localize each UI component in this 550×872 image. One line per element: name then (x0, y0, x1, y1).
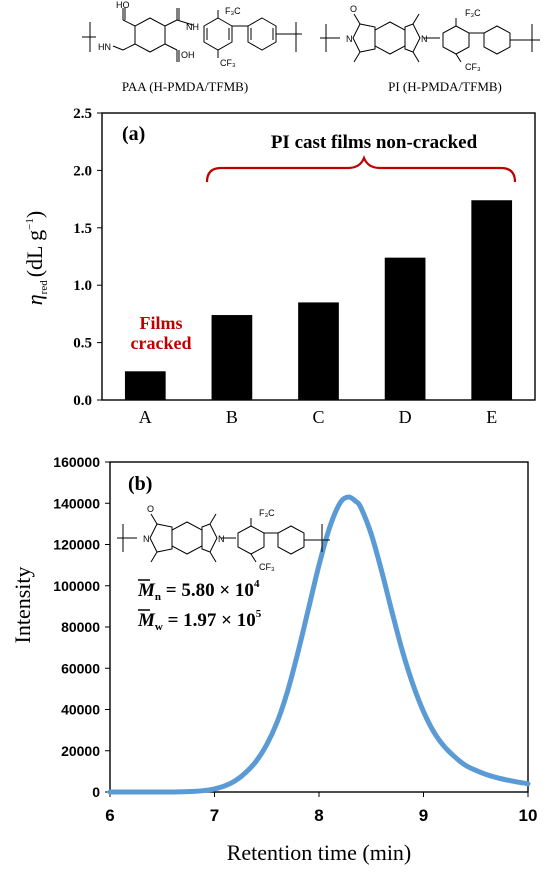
line-chart-y-tick-label: 140000 (53, 495, 100, 511)
line-chart-y-tick-label: 20000 (61, 743, 100, 759)
inset-pi-structure (117, 513, 330, 563)
line-chart-x-tick-label: 7 (210, 806, 219, 825)
bar-A (124, 371, 166, 400)
bar-chart-x-tick-label: A (139, 407, 152, 427)
films-cracked-line1: Films (140, 313, 183, 333)
bar-chart-y-label: ηred (dL g−1) (22, 211, 50, 305)
inset-cf3-top: F₃C (259, 508, 275, 518)
line-chart-x-tick-label: 6 (105, 806, 114, 825)
paa-caption: PAA (H-PMDA/TFMB) (122, 79, 248, 94)
line-chart-y-tick-label: 60000 (61, 660, 100, 676)
mn-subscript: n (155, 591, 161, 603)
films-cracked-line2: cracked (131, 333, 192, 353)
panel-b-label: (b) (128, 473, 152, 495)
paa-oh-atom: OH (181, 50, 195, 60)
line-chart-y-tick-label: 100000 (53, 578, 100, 594)
bar-chart-panel: 0.0 0.5 1.0 1.5 2.0 2.5 A B C D E (a) ηred (dL g−1… (22, 106, 536, 427)
paa-ho-atom: HO (116, 0, 130, 10)
bar-chart-y-tick-label: 0.5 (73, 336, 92, 352)
line-chart-y-tick-label: 40000 (61, 702, 100, 718)
bar-D (384, 257, 426, 400)
mn-exponent: 4 (254, 578, 260, 590)
mw-annotation: Mw = 1.97 × 105 (137, 608, 262, 633)
line-chart-y-tick-label: 160000 (53, 454, 100, 470)
y-label-eta: η (22, 294, 47, 305)
y-label-sup: −1 (24, 218, 36, 230)
mw-exponent: 5 (256, 608, 262, 620)
bar-chart-x-ticks: A B C D E (139, 407, 497, 427)
y-label-units: (dL g (22, 230, 47, 277)
bar-B (211, 315, 253, 400)
line-chart-y-tick-label: 120000 (53, 537, 100, 553)
bar-chart-y-tick-label: 1.0 (73, 278, 92, 294)
pi-n-left: N (346, 34, 353, 44)
line-chart-x-tick-label: 9 (419, 806, 428, 825)
bar-chart-x-tick-label: C (312, 407, 324, 427)
paa-cf3-bottom: CF₃ (220, 58, 236, 68)
bar-chart-y-tick-label: 1.5 (73, 221, 92, 237)
line-chart-panel: 0 20000 40000 60000 80000 100000 120000 140000 1… (10, 454, 537, 865)
pi-caption: PI (H-PMDA/TFMB) (388, 79, 502, 94)
mw-symbol: M (137, 610, 156, 631)
non-cracked-brace (205, 155, 517, 183)
non-cracked-annotation: PI cast films non-cracked (271, 132, 478, 153)
line-chart-y-tick-label: 0 (92, 784, 100, 800)
y-label-close: ) (22, 211, 47, 218)
pi-o-atom: O (350, 4, 357, 14)
paa-structure (82, 8, 302, 62)
inset-n-left: N (143, 534, 150, 544)
panel-a-label: (a) (122, 123, 145, 145)
bar-C (298, 302, 339, 400)
bar-chart-x-tick-label: D (399, 407, 412, 427)
mw-value: = 1.97 × 10 (163, 610, 256, 631)
inset-o-atom: O (147, 504, 154, 514)
bar-chart-x-tick-label: E (486, 407, 497, 427)
bar-chart-bars (124, 200, 513, 400)
mn-symbol: M (137, 580, 156, 601)
paa-cf3-top: F₃C (225, 6, 241, 16)
bar-chart-y-tick-label: 2.5 (73, 106, 92, 122)
bar-chart-y-tick-label: 0.0 (73, 393, 92, 409)
paa-hn-atom: HN (98, 42, 111, 52)
bar-chart-y-ticks: 0.0 0.5 1.0 1.5 2.0 2.5 (73, 106, 102, 409)
line-chart-x-tick-label: 8 (314, 806, 323, 825)
y-label-sub: red (38, 280, 50, 295)
bar-chart-x-tick-label: B (226, 407, 238, 427)
line-chart-x-label: Retention time (min) (227, 840, 412, 865)
inset-n-right: N (218, 534, 225, 544)
line-chart-x-tick-label: 10 (519, 806, 538, 825)
pi-n-right: N (421, 34, 428, 44)
pi-structure (320, 13, 540, 63)
bar-E (471, 200, 513, 400)
line-chart-y-label: Intensity (10, 567, 35, 644)
mn-value: = 5.80 × 10 (161, 580, 254, 601)
inset-cf3-bottom: CF₃ (259, 562, 275, 572)
pi-cf3-top: F₃C (465, 8, 481, 18)
gpc-trace (107, 494, 531, 795)
line-chart-x-ticks: 6 7 8 9 10 (105, 792, 537, 825)
pi-cf3-bottom: CF₃ (465, 62, 481, 72)
mw-subscript: w (155, 621, 163, 633)
line-chart-y-tick-label: 80000 (61, 619, 100, 635)
mn-annotation: Mn = 5.80 × 104 (137, 578, 260, 603)
bar-chart-y-tick-label: 2.0 (73, 163, 92, 179)
line-chart-y-ticks: 0 20000 40000 60000 80000 100000 120000 140000 1… (53, 454, 110, 800)
paa-nh-atom: NH (186, 22, 199, 32)
